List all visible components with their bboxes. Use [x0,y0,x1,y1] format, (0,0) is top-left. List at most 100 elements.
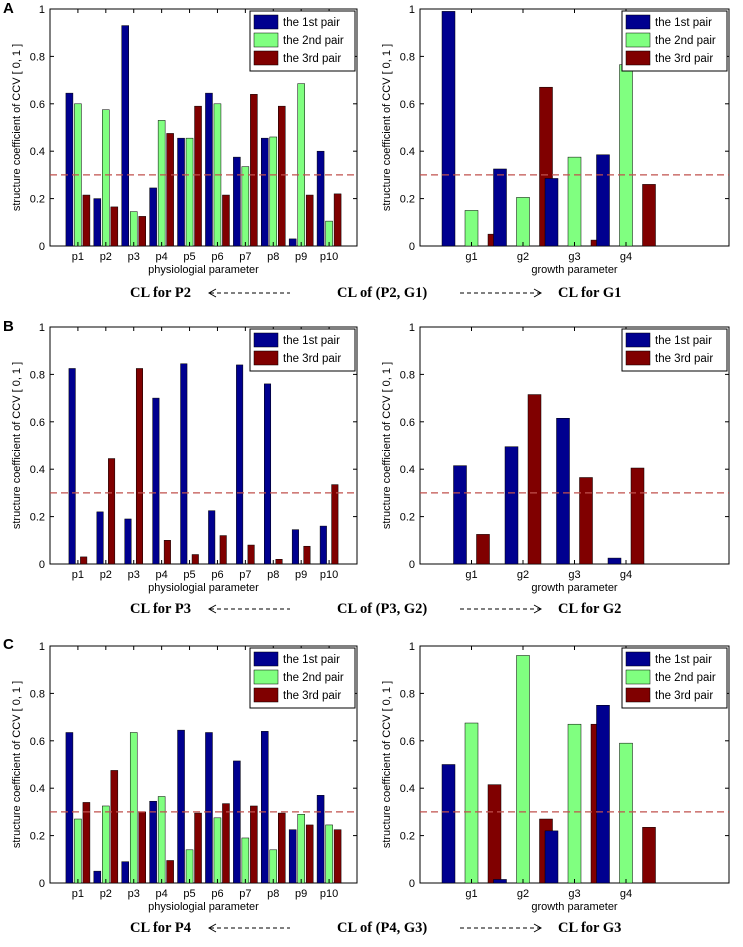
x-tick-label: g2 [517,888,529,900]
x-tick-label: g1 [465,251,477,263]
bar [464,722,479,884]
chart-a-right: 0 0.2 0.4 0.6 0.8 1 structure coefficient of C… [381,4,730,276]
bar [82,194,91,247]
bar [305,194,314,247]
bar [642,827,656,884]
y-tick-label: 0.4 [30,464,45,476]
x-tick-label: p2 [100,251,112,263]
bar [619,64,633,247]
y-tick-label: 1 [39,4,45,16]
x-tick-label: p7 [239,888,251,900]
bar [556,417,570,565]
bar [205,732,213,884]
y-tick-label: 0.2 [400,831,415,843]
bar [319,525,327,565]
legend-swatch [253,32,279,48]
x-tick-label: p1 [72,251,84,263]
bar [180,363,188,565]
y-tick-label: 1 [409,322,415,334]
legend-swatch [253,669,279,685]
chart-c-right: 0 0.2 0.4 0.6 0.8 1 structure coefficient of C… [381,641,730,913]
bar [138,811,146,884]
y-axis-label: structure coefficient of CCV [ 0, 1 ] [11,681,23,848]
arrowhead-right-icon [533,288,543,298]
bar [316,795,325,884]
y-tick-label: 0.8 [400,51,415,63]
bar [261,137,269,247]
bar [157,796,166,884]
cl-right-label: CL for G1 [558,285,621,301]
bar [596,154,610,247]
legend-swatch [625,687,651,703]
bar [275,559,283,565]
bar [269,849,278,884]
y-tick-label: 0 [39,878,45,890]
y-tick-label: 0 [409,241,415,253]
panel-letter-b: B [3,318,14,335]
bar [166,860,174,884]
y-tick-label: 0.2 [400,194,415,206]
arrowhead-left-icon [207,288,217,298]
bar [233,760,241,884]
y-tick-label: 0.8 [30,51,45,63]
x-tick-label: p4 [156,251,168,263]
x-tick-label: g2 [517,251,529,263]
y-tick-label: 0.6 [30,99,45,111]
y-tick-label: 0 [409,878,415,890]
bar [493,168,507,247]
bar [333,829,342,884]
x-tick-label: p10 [320,888,338,900]
legend: the 1st pair the 2nd pair the 3rd pair [249,647,356,709]
bar [516,655,530,884]
bar [194,812,202,884]
legend: the 1st pair the 3rd pair [621,328,728,372]
bar [441,11,456,247]
y-tick-label: 1 [39,641,45,653]
bar [453,465,467,565]
bar [219,535,227,565]
x-axis-label: growth parameter [531,582,618,594]
bar [177,137,185,247]
bar [185,849,194,884]
x-axis-label: physiologial parameter [148,264,259,276]
x-tick-label: g4 [620,569,632,581]
y-tick-label: 0 [39,559,45,571]
legend-label: the 3rd pair [655,53,713,65]
legend-label: the 1st pair [283,335,340,347]
bar [619,742,633,884]
bar [149,800,157,884]
y-tick-label: 0.6 [400,417,415,429]
x-tick-label: p3 [128,888,140,900]
cl-left-label: CL for P2 [130,285,191,301]
legend-label: the 3rd pair [283,353,341,365]
y-tick-label: 0.6 [400,99,415,111]
bar [68,368,76,565]
cl-right-label: CL for G2 [558,601,621,617]
legend-label: the 1st pair [283,654,340,666]
y-tick-label: 0.4 [400,464,415,476]
bar [82,802,91,884]
bar [177,729,185,884]
legend-label: the 3rd pair [655,353,713,365]
legend: the 1st pair the 3rd pair [249,328,356,372]
y-tick-label: 1 [39,322,45,334]
bar [250,805,258,884]
x-tick-label: p2 [100,569,112,581]
cl-center-label: CL of (P3, G2) [337,601,427,617]
legend-label: the 1st pair [283,17,340,29]
legend-label: the 3rd pair [283,690,341,702]
x-tick-label: p5 [183,569,195,581]
cl-center-label: CL of (P4, G3) [337,920,427,936]
x-axis-label: growth parameter [531,901,618,913]
cl-row-c: CL for P4 CL of (P4, G3) CL for G3 [130,920,621,936]
x-tick-label: p9 [295,888,307,900]
bar [333,193,342,247]
y-tick-label: 0.8 [30,369,45,381]
bar [544,830,559,884]
bar [149,187,157,247]
chart-a-left: 0 0.2 0.4 0.6 0.8 1 structure coefficient of C… [11,4,358,276]
bar [74,818,82,884]
bar [504,446,519,565]
x-axis-label: growth parameter [531,264,618,276]
x-tick-label: p6 [211,569,223,581]
